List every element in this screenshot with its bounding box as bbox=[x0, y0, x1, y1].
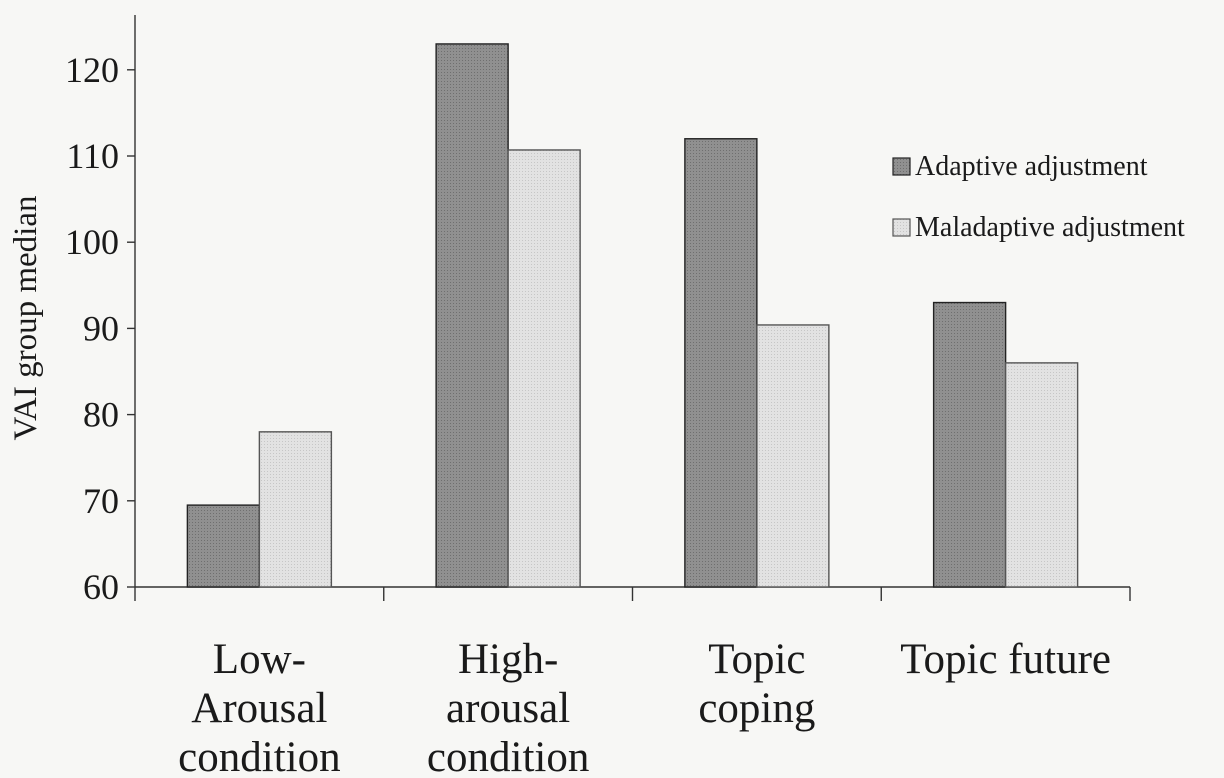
category-label: coping bbox=[698, 685, 815, 732]
bar-adaptive-1 bbox=[435, 43, 509, 588]
legend-label-maladaptive: Maladaptive adjustment bbox=[915, 212, 1185, 243]
bar-maladaptive-2 bbox=[756, 324, 830, 588]
bar-adaptive-2 bbox=[684, 138, 758, 588]
y-tick-label: 60 bbox=[83, 567, 119, 607]
legend: Adaptive adjustment Maladaptive adjustme… bbox=[892, 151, 1185, 243]
category-label: condition bbox=[178, 734, 340, 778]
y-tick-label: 90 bbox=[83, 308, 119, 348]
y-tick-label: 80 bbox=[83, 395, 119, 435]
bar-maladaptive-1 bbox=[507, 149, 581, 588]
y-tick-label: 110 bbox=[66, 136, 119, 176]
bar-adaptive-0 bbox=[186, 504, 261, 588]
category-labels: Low-ArousalconditionHigh-arousalconditio… bbox=[178, 636, 1111, 778]
category-label: Topic bbox=[708, 636, 805, 683]
category-label: arousal bbox=[446, 685, 570, 732]
y-axis: 60 70 80 90 100 110 120 bbox=[65, 15, 136, 607]
bar-adaptive-3 bbox=[932, 301, 1007, 588]
bars-group bbox=[186, 43, 1079, 588]
category-label: condition bbox=[427, 734, 589, 778]
y-tick-label: 70 bbox=[83, 481, 119, 521]
y-axis-label: VAI group median bbox=[8, 195, 44, 440]
legend-label-adaptive: Adaptive adjustment bbox=[915, 151, 1148, 182]
legend-swatch-adaptive bbox=[892, 157, 911, 176]
bar-maladaptive-0 bbox=[258, 431, 333, 588]
y-tick-label: 100 bbox=[65, 222, 119, 262]
x-axis bbox=[134, 586, 1131, 601]
category-label: Topic future bbox=[900, 636, 1111, 683]
category-label: High- bbox=[458, 636, 558, 683]
category-label: Low- bbox=[213, 636, 306, 683]
y-tick-label: 120 bbox=[65, 50, 119, 90]
legend-swatch-maladaptive bbox=[892, 218, 911, 237]
category-label: Arousal bbox=[191, 685, 327, 732]
bar-maladaptive-3 bbox=[1004, 362, 1079, 588]
